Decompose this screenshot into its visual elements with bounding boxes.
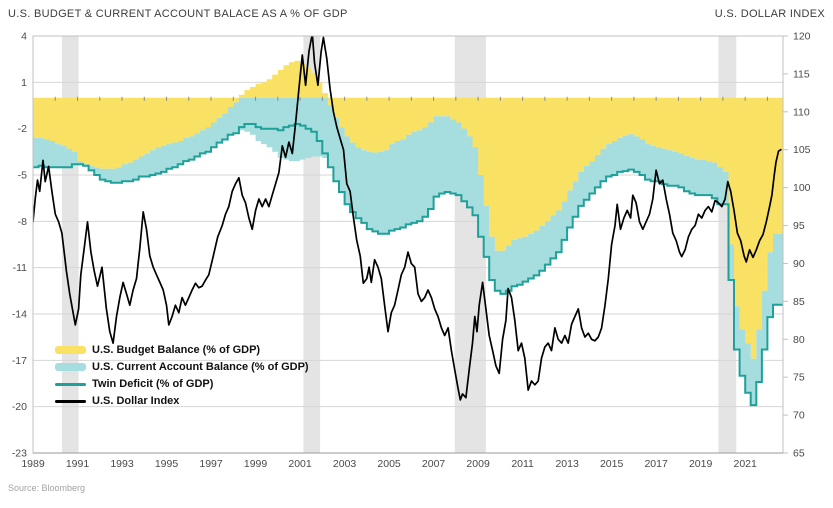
right-axis-tick-label: 85: [793, 296, 805, 308]
x-axis-tick-label: 1993: [110, 458, 134, 470]
left-axis-tick-label: -2: [18, 123, 27, 135]
x-axis-tick-label: 2005: [377, 458, 401, 470]
x-axis-tick-label: 2001: [288, 458, 312, 470]
legend-item-dollar-index: U.S. Dollar Index: [55, 395, 309, 407]
right-axis-tick-label: 65: [793, 448, 805, 460]
right-axis-tick-label: 100: [793, 182, 811, 194]
left-axis-tick-label: -23: [12, 448, 27, 460]
current-account-area: [33, 97, 783, 406]
left-axis-tick-label: -14: [12, 309, 27, 321]
x-axis-tick-label: 1997: [199, 458, 223, 470]
right-axis-tick-label: 105: [793, 144, 811, 156]
budget-balance-area: [33, 60, 783, 359]
x-axis-tick-label: 2007: [422, 458, 446, 470]
twin-deficit-line: [33, 123, 783, 407]
legend-label: U.S. Budget Balance (% of GDP): [92, 344, 261, 356]
dollar-index-swatch-icon: [55, 399, 86, 403]
left-axis-tick-label: -8: [18, 216, 27, 228]
x-axis-tick-label: 2015: [600, 458, 624, 470]
left-axis-tick-label: -17: [12, 355, 27, 367]
right-axis-tick-label: 120: [793, 31, 811, 43]
current-account-swatch-icon: [55, 363, 86, 371]
x-axis-tick-label: 1989: [21, 458, 45, 470]
x-axis-tick-label: 2003: [333, 458, 357, 470]
right-axis-title: U.S. DOLLAR INDEX: [714, 8, 825, 20]
chart-title: U.S. BUDGET & CURRENT ACCOUNT BALACE AS …: [8, 8, 348, 20]
x-axis-tick-label: 2017: [644, 458, 668, 470]
right-axis-tick-label: 75: [793, 372, 805, 384]
x-axis-tick-label: 2021: [733, 458, 757, 470]
right-axis-tick-label: 80: [793, 334, 805, 346]
right-axis-tick-label: 115: [793, 68, 810, 80]
legend-label: Twin Deficit (% of GDP): [92, 378, 214, 390]
legend-item-budget-balance: U.S. Budget Balance (% of GDP): [55, 344, 309, 356]
x-axis-tick-label: 2011: [511, 458, 534, 470]
x-axis-tick-label: 2009: [466, 458, 490, 470]
right-axis-tick-label: 95: [793, 220, 805, 232]
twin-deficit-swatch-icon: [55, 382, 86, 386]
left-axis-tick-label: -20: [12, 401, 27, 413]
left-axis-tick-label: -11: [13, 262, 28, 274]
dollar-index-line: [33, 36, 782, 401]
x-axis-tick-label: 2019: [689, 458, 713, 470]
legend-label: U.S. Current Account Balance (% of GDP): [92, 361, 309, 373]
left-axis-tick-label: 4: [21, 31, 27, 43]
x-axis-tick-label: 1995: [155, 458, 179, 470]
x-axis-tick-label: 1991: [66, 458, 90, 470]
x-axis-tick-label: 2013: [555, 458, 579, 470]
legend-item-twin-deficit: Twin Deficit (% of GDP): [55, 378, 309, 390]
x-axis-tick-label: 1999: [244, 458, 268, 470]
left-axis-tick-label: -5: [18, 170, 27, 182]
chart-legend: U.S. Budget Balance (% of GDP) U.S. Curr…: [55, 344, 309, 407]
source-note: Source: Bloomberg: [8, 483, 86, 493]
legend-label: U.S. Dollar Index: [92, 395, 180, 407]
left-axis-tick-label: 1: [21, 77, 27, 89]
right-axis-tick-label: 110: [793, 106, 810, 118]
budget-balance-swatch-icon: [55, 346, 86, 354]
right-axis-tick-label: 70: [793, 410, 805, 422]
legend-item-current-account: U.S. Current Account Balance (% of GDP): [55, 361, 309, 373]
right-axis-tick-label: 90: [793, 258, 805, 270]
